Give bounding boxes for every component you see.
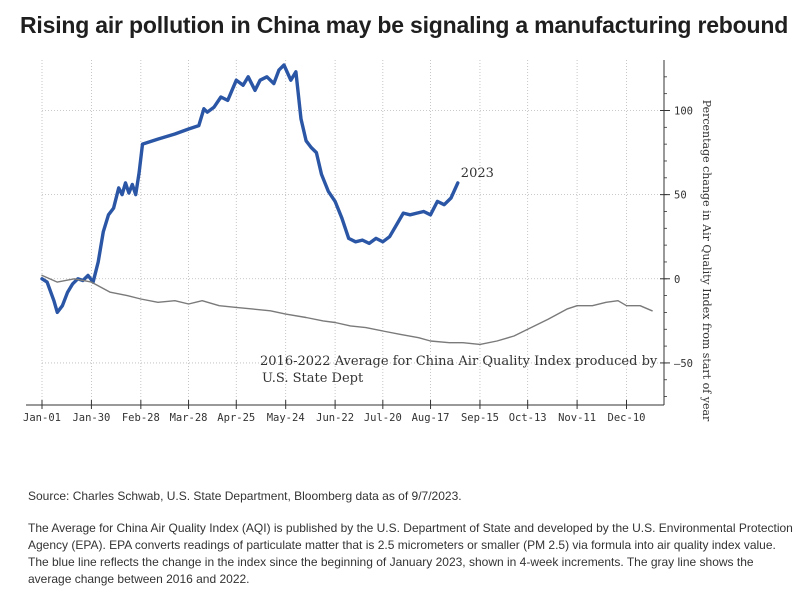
x-tick-label: May-24 [267, 412, 305, 424]
label-2023: 2023 [461, 166, 494, 181]
x-tick-label: Jan-30 [72, 412, 110, 424]
chart-notes: Source: Charles Schwab, U.S. State Depar… [28, 488, 793, 603]
source-note: Source: Charles Schwab, U.S. State Depar… [28, 489, 462, 503]
x-tick-label: Oct-13 [509, 412, 547, 424]
x-tick-label: Jun-22 [316, 412, 354, 424]
series-2023-line [40, 63, 460, 315]
x-tick-label: Aug-17 [412, 412, 450, 424]
x-tick-label: Sep-15 [461, 412, 499, 424]
series-average-line [41, 274, 653, 346]
x-tick-label: Jan-01 [23, 412, 61, 424]
y-tick-label: –50 [674, 358, 693, 370]
y-axis-label: Percentage change in Air Quality Index f… [700, 100, 713, 422]
chart-title: Rising air pollution in China may be sig… [20, 12, 789, 38]
x-tick-label: Jul-20 [364, 412, 402, 424]
label-average-line2: U.S. State Dept [262, 371, 364, 386]
label-average-line1: 2016-2022 Average for China Air Quality … [260, 354, 658, 369]
x-tick-label: Feb-28 [122, 412, 160, 424]
x-tick-label: Dec-10 [608, 412, 646, 424]
description-note: The Average for China Air Quality Index … [28, 521, 793, 586]
line-chart: Jan-01 Jan-30 Feb-28 Mar-28 Apr-25 May-24 Jun-… [23, 60, 713, 424]
y-tick-label: 100 [674, 105, 693, 117]
x-tick-label: Nov-11 [558, 412, 596, 424]
x-tick-label: Apr-25 [217, 412, 255, 424]
y-tick-label: 0 [674, 274, 680, 286]
x-tick-label: Mar-28 [170, 412, 208, 424]
y-tick-label: 50 [674, 190, 687, 202]
